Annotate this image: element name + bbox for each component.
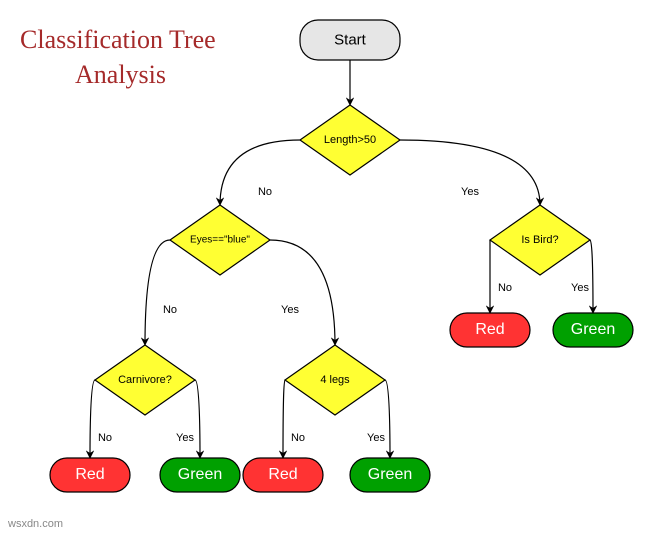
edge-eyes-fourlegs [270,240,335,345]
edge-label-eyes-carnivore: No [163,304,177,316]
node-label-red3: Red [268,466,297,484]
node-label-red1: Red [475,321,504,339]
node-label-green3: Green [368,466,412,484]
edge-label-eyes-fourlegs: Yes [281,304,299,316]
node-label-start: Start [334,32,366,49]
edge-eyes-carnivore [145,240,170,345]
node-label-green1: Green [571,321,615,339]
diagram-title-line1: Classification Tree [20,25,216,55]
node-label-length: Length>50 [324,134,376,146]
node-label-isbird: Is Bird? [521,234,558,246]
edge-label-fourlegs-green3: Yes [367,432,385,444]
edge-fourlegs-green3 [385,380,390,458]
watermark-text: wsxdn.com [8,518,63,530]
edge-label-isbird-red1: No [498,282,512,294]
diagram-title-line2: Analysis [75,60,166,90]
edge-label-length-eyes: No [258,186,272,198]
edge-label-isbird-green1: Yes [571,282,589,294]
edge-label-carnivore-green2: Yes [176,432,194,444]
edge-isbird-green1 [590,240,593,313]
edge-carnivore-red2 [90,380,95,458]
edge-label-fourlegs-red3: No [291,432,305,444]
node-label-green2: Green [178,466,222,484]
node-label-red2: Red [75,466,104,484]
node-label-carnivore: Carnivore? [118,374,172,386]
edge-label-carnivore-red2: No [98,432,112,444]
edge-fourlegs-red3 [283,380,285,458]
edge-label-length-isbird: Yes [461,186,479,198]
node-label-fourlegs: 4 legs [320,374,349,386]
node-label-eyes: Eyes=="blue" [190,235,250,246]
edge-carnivore-green2 [195,380,200,458]
